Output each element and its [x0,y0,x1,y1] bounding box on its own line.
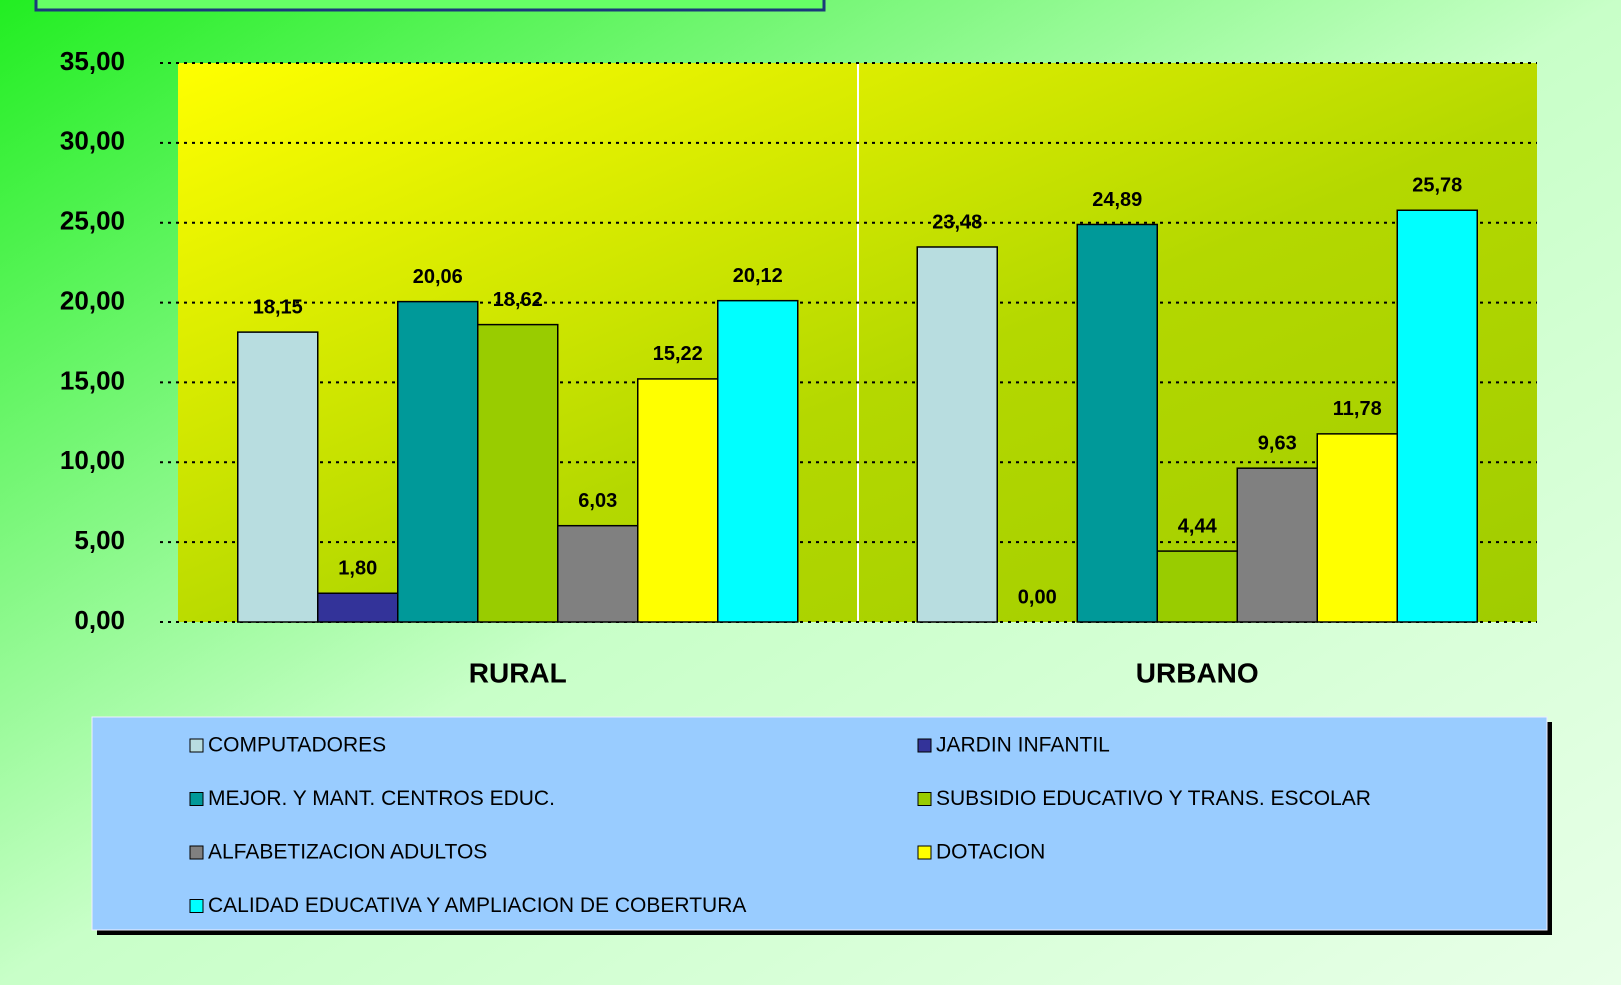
bar [397,300,479,623]
bar [916,246,998,623]
legend-swatch [917,738,932,753]
bar [1236,467,1318,623]
bar [1076,223,1158,623]
bar [1156,550,1238,623]
legend-label: MEJOR. Y MANT. CENTROS EDUC. [208,787,555,810]
value-label: 18,15 [253,296,303,318]
bar [237,331,319,623]
value-label: 1,80 [338,558,377,580]
value-label: 6,03 [578,490,617,512]
legend-label: SUBSIDIO EDUCATIVO Y TRANS. ESCOLAR [936,787,1371,810]
value-label: 9,63 [1258,432,1297,454]
value-label: 20,06 [413,266,463,288]
y-tick-label: 20,00 [60,285,125,315]
bar [717,299,799,623]
y-tick-label: 0,00 [74,605,125,635]
legend-label: ALFABETIZACION ADULTOS [208,841,487,864]
value-label: 4,44 [1178,515,1218,537]
value-label: 25,78 [1412,175,1462,197]
legend-swatch [189,899,204,913]
x-tick-label: URBANO [1136,657,1259,688]
value-label: 18,62 [493,289,543,311]
legend-box [91,716,1548,931]
value-label: 24,89 [1092,189,1142,211]
bar [637,378,719,623]
legend-swatch [917,792,932,806]
bar [477,323,559,623]
value-label: 0,00 [1018,586,1057,608]
y-tick-label: 15,00 [60,365,125,395]
y-tick-label: 10,00 [60,445,125,475]
value-label: 15,22 [653,343,703,365]
y-tick-label: 5,00 [74,525,125,555]
y-tick-label: 30,00 [60,126,125,156]
value-label: 11,78 [1333,398,1382,420]
legend-swatch [189,845,204,860]
legend-label: JARDIN INFANTIL [936,734,1110,757]
bar [1316,433,1398,623]
y-tick-label: 35,00 [60,46,125,76]
bar [317,592,399,623]
bar [557,524,639,623]
legend-label: DOTACION [936,841,1045,864]
value-label: 20,12 [733,265,783,287]
legend-swatch [189,738,204,753]
legend-swatch [189,792,204,806]
legend-label: CALIDAD EDUCATIVA Y AMPLIACION DE COBERT… [208,894,746,917]
value-label: 23,48 [932,211,982,233]
legend-label: COMPUTADORES [208,734,386,757]
y-tick-label: 25,00 [60,206,125,236]
bar [1396,209,1478,623]
title-box [34,0,826,12]
legend-swatch [917,845,932,860]
x-tick-label: RURAL [469,657,567,688]
